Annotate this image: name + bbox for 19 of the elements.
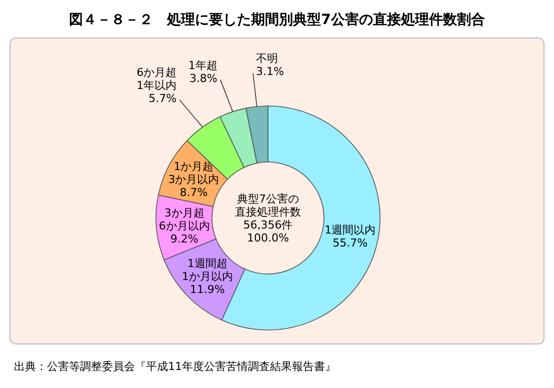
- slice-label: 不明: [256, 52, 278, 66]
- text: 典型7公害の: [237, 192, 299, 206]
- text: 100.0%: [247, 232, 289, 244]
- text: 56,356件: [243, 218, 293, 232]
- source-note: 出典：公害等調整委員会『平成11年度公害苦情調査結果報告書』: [14, 360, 336, 373]
- slice-label: 3か月超 6か月以内: [158, 206, 210, 232]
- data-label: 55.7%: [332, 236, 368, 250]
- title: 図４－８－２ 処理に要した期間別典型7公害の直接処理件数割合: [69, 12, 485, 28]
- slice-label: 1年超: [188, 58, 218, 72]
- slice-label: 1週間以内: [324, 223, 376, 236]
- text: 直接処理件数: [235, 206, 301, 218]
- data-label: 5.7%: [148, 92, 177, 105]
- slice-label: 1週間超 1か月以内: [182, 257, 233, 284]
- data-label: 3.8%: [189, 72, 218, 85]
- data-label: 11.9%: [190, 283, 225, 296]
- data-label: 8.7%: [180, 186, 208, 199]
- data-label: 9.2%: [170, 232, 198, 246]
- slice-label: 6か月超 1年以内: [136, 66, 177, 92]
- data-label: 3.1%: [256, 65, 284, 78]
